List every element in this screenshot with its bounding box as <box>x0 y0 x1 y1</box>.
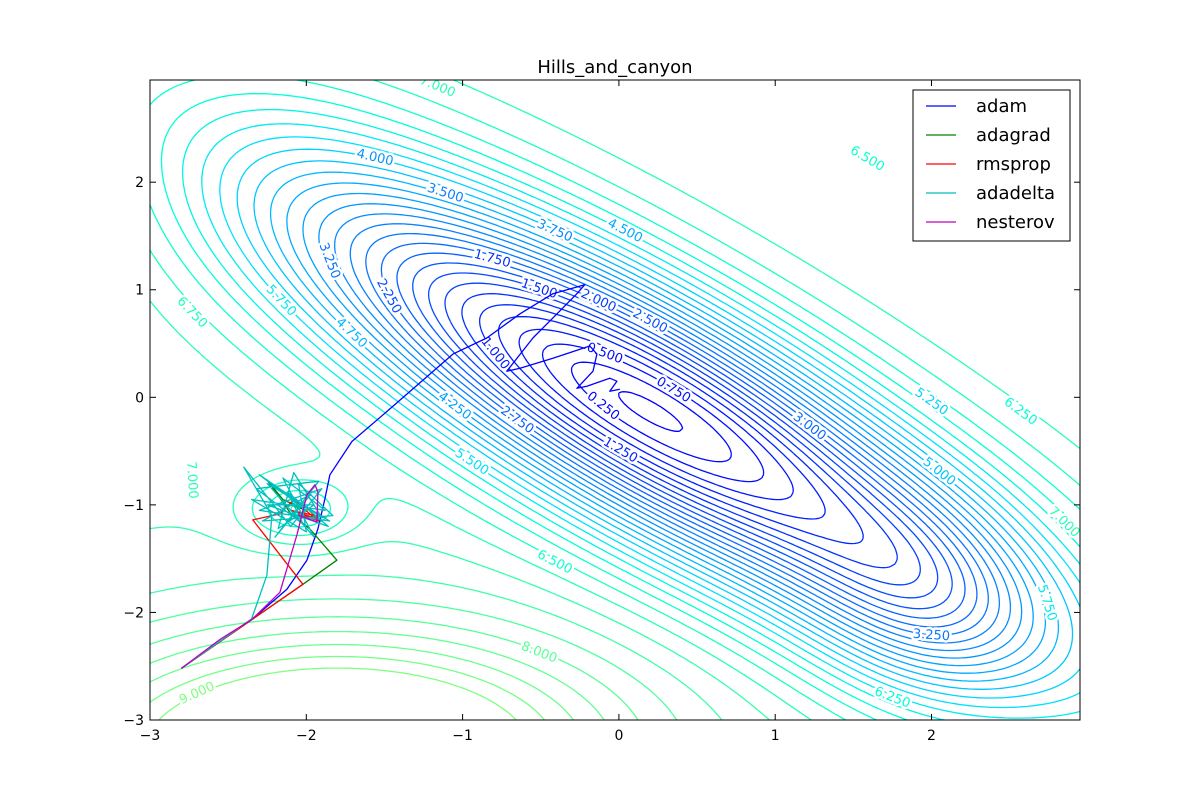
contour-level-5.50 <box>219 136 1080 709</box>
trajectory-adam <box>180 284 620 669</box>
contour-level-7.50 <box>150 574 723 720</box>
legend-box <box>912 89 1071 242</box>
legend-label-nesterov: nesterov <box>976 212 1055 233</box>
y-tick-label: −3 <box>123 713 144 729</box>
legend-label-adam: adam <box>976 96 1027 117</box>
chart-title: Hills_and_canyon <box>537 57 692 78</box>
contour-level-0.50 <box>570 361 732 463</box>
contour-level-1.75 <box>461 293 898 569</box>
contour-label: 6.250 <box>872 684 912 711</box>
y-tick-label: −1 <box>123 498 144 514</box>
contour-level-4.75 <box>269 171 1060 682</box>
contour-level-1.00 <box>518 328 794 501</box>
contour-lines <box>150 80 1080 720</box>
contour-level-5.00 <box>253 160 1074 690</box>
contour-label: 3.500 <box>425 181 465 207</box>
contour-label: 5.500 <box>452 446 491 479</box>
contour-level-3.25 <box>365 232 989 636</box>
contour-level-2.00 <box>444 282 921 586</box>
contour-level-7.75 <box>150 598 678 720</box>
contour-label: 6.500 <box>847 143 887 175</box>
contour-label: 5.250 <box>912 385 951 419</box>
contour-label: 3.250 <box>912 627 950 644</box>
y-tick-label: 2 <box>135 175 144 191</box>
y-tick-label: −2 <box>123 605 144 621</box>
x-tick-label: −1 <box>452 728 473 744</box>
contour-label: 4.000 <box>355 146 395 169</box>
contour-level-3.50 <box>349 223 1001 644</box>
contour-level-8.00 <box>150 616 639 720</box>
contour-level-5.25 <box>236 148 1080 699</box>
contour-level-7.00 <box>150 80 1080 720</box>
contour-level-4.00 <box>318 203 1023 659</box>
contour-label: 7.000 <box>417 73 457 101</box>
contour-level-2.50 <box>412 262 953 610</box>
contour-level-9.00 <box>158 667 517 720</box>
x-tick-label: 0 <box>614 728 623 744</box>
contour-label: 7.000 <box>183 461 200 499</box>
y-tick-label: 1 <box>135 283 144 299</box>
optimizer-trajectories <box>180 284 620 669</box>
axis-ticks: −3 −2 −1 0 1 2 −3 −2 −1 0 1 2 <box>123 80 1080 744</box>
contour-level-1.25 <box>497 315 826 520</box>
contour-level-6.25 <box>160 92 1080 720</box>
contour-level-1.50 <box>478 304 864 545</box>
contour-level-0.25 <box>618 391 684 432</box>
x-tick-label: −2 <box>296 728 317 744</box>
contour-level-8.75 <box>150 655 545 720</box>
legend: adam adagrad rmsprop adadelta nesterov <box>912 89 1071 242</box>
contour-level-3.75 <box>334 213 1012 652</box>
contour-label: 0.750 <box>654 374 694 406</box>
x-tick-label: 1 <box>771 728 780 744</box>
contour-level-4.25 <box>302 192 1034 667</box>
contour-label: 1.750 <box>472 247 512 271</box>
contour-level-2.75 <box>396 252 966 619</box>
contour-label: 5.750 <box>1034 583 1059 623</box>
contour-label: 8.000 <box>519 639 559 667</box>
contour-label: 7.000 <box>1045 504 1082 541</box>
x-tick-label: 2 <box>927 728 936 744</box>
contour-level-2.25 <box>427 272 939 599</box>
contour-label: 1.250 <box>600 435 640 467</box>
plot-frame <box>149 79 1081 721</box>
contour-level-3.00 <box>380 242 978 628</box>
contour-level-0.75 <box>541 343 765 483</box>
x-tick-label: −3 <box>140 728 161 744</box>
contour-label: 6.750 <box>174 294 211 331</box>
contour-level-5.75 <box>201 123 1080 719</box>
legend-label-adadelta: adadelta <box>976 183 1055 204</box>
trajectory-nesterov <box>180 484 319 669</box>
trajectory-adadelta <box>180 466 334 669</box>
contour-level-7.25 <box>150 526 770 720</box>
contour-label: 6.250 <box>1001 395 1040 429</box>
contour-level-4.50 <box>286 182 1047 674</box>
contour-level-6.50 <box>150 80 1080 720</box>
y-tick-label: 0 <box>135 390 144 406</box>
contour-level-8.50 <box>150 643 574 720</box>
contour-label: 2.750 <box>498 403 537 437</box>
legend-label-adagrad: adagrad <box>976 125 1051 146</box>
legend-label-rmsprop: rmsprop <box>976 154 1051 175</box>
